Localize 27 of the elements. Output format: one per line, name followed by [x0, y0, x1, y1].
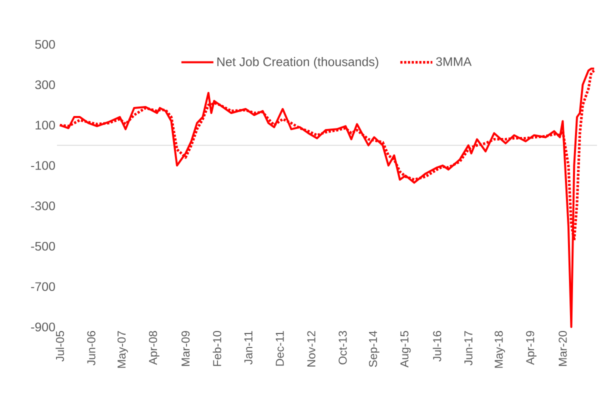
- x-tick-label: Sep-14: [368, 330, 380, 367]
- x-tick-label: Mar-09: [182, 331, 190, 366]
- x-tick-label: Jul-05: [56, 331, 64, 362]
- x-tick-label: Dec-11: [276, 331, 284, 366]
- x-tick-label: Apr-19: [526, 331, 536, 365]
- y-tick-label: 300: [35, 80, 55, 90]
- x-tick-label: Apr-08: [148, 331, 160, 365]
- legend-label: Net Job Creation (thousands): [217, 57, 378, 69]
- y-tick-label: 500: [35, 40, 55, 49]
- x-tick-label: May-18: [494, 331, 506, 368]
- x-tick-label: May-07: [118, 331, 128, 368]
- y-tick-label: 100: [36, 120, 55, 130]
- x-tick-label: Jun-17: [464, 331, 472, 366]
- x-tick-label: Feb-10: [212, 330, 222, 366]
- y-tick-label: -300: [31, 201, 55, 210]
- y-tick-label: -900: [31, 322, 55, 332]
- y-tick-label: -700: [31, 282, 55, 292]
- y-tick-label: -100: [31, 161, 55, 170]
- x-tick-label: Jan-11: [244, 331, 252, 365]
- legend-label: 3MMA: [436, 57, 472, 66]
- x-tick-label: Nov-12: [307, 331, 316, 367]
- x-tick-label: Oct-13: [338, 331, 347, 364]
- x-tick-label: Jul-16: [432, 331, 442, 362]
- x-tick-label: Jun-06: [87, 331, 96, 366]
- y-tick-label: -500: [31, 242, 55, 251]
- x-tick-label: Aug-15: [400, 331, 411, 368]
- x-tick-label: Mar-20: [558, 330, 567, 366]
